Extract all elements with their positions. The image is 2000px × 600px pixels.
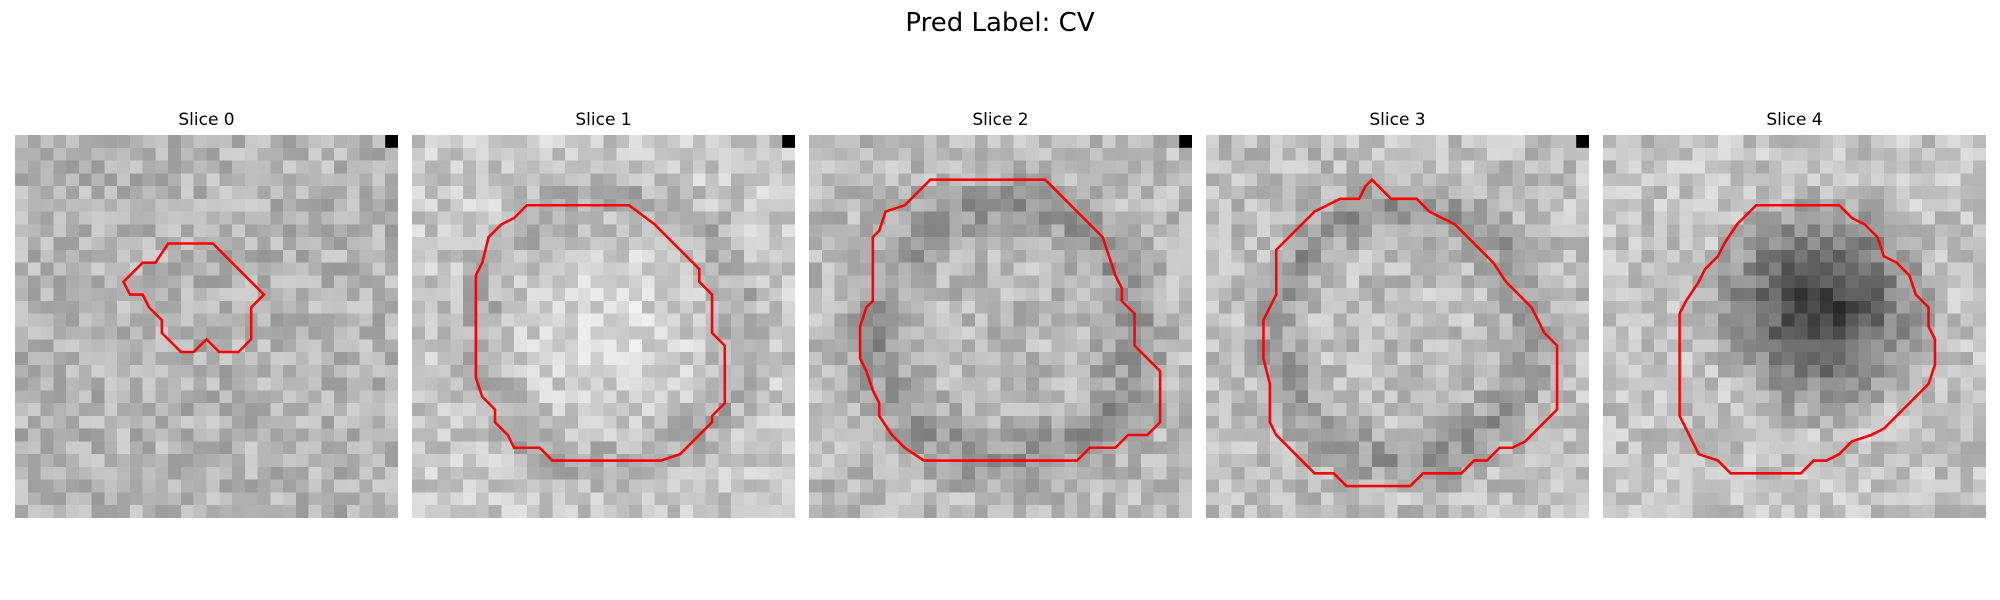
figure-title: Pred Label: CV	[905, 8, 1095, 38]
slice-image	[15, 135, 398, 518]
slice-image	[1206, 135, 1589, 518]
segmentation-contour	[1678, 203, 1937, 475]
segmentation-contour	[858, 178, 1162, 462]
panel-title: Slice 1	[575, 110, 632, 130]
panel-slice-4: Slice 4	[1603, 108, 1986, 518]
segmentation-contour	[121, 242, 266, 354]
slice-image	[1603, 135, 1986, 518]
panel-slice-3: Slice 3	[1206, 108, 1589, 518]
corner-marker	[1576, 135, 1589, 148]
segmentation-contour	[1262, 177, 1559, 488]
panel-title: Slice 2	[972, 110, 1029, 130]
panel-title: Slice 4	[1766, 110, 1823, 130]
slice-image	[412, 135, 795, 518]
panel-slice-2: Slice 2	[809, 108, 1192, 518]
slice-image	[809, 135, 1192, 518]
panel-title: Slice 0	[178, 110, 235, 130]
panel-slice-1: Slice 1	[412, 108, 795, 518]
corner-marker	[385, 135, 398, 148]
pixel-grid	[1603, 135, 1986, 518]
pixel-grid	[15, 135, 398, 518]
panel-title: Slice 3	[1369, 110, 1426, 130]
panel-slice-0: Slice 0	[15, 108, 398, 518]
corner-marker	[782, 135, 795, 148]
pixel-grid	[1206, 135, 1589, 518]
corner-marker	[1179, 135, 1192, 148]
segmentation-contour	[474, 203, 727, 462]
